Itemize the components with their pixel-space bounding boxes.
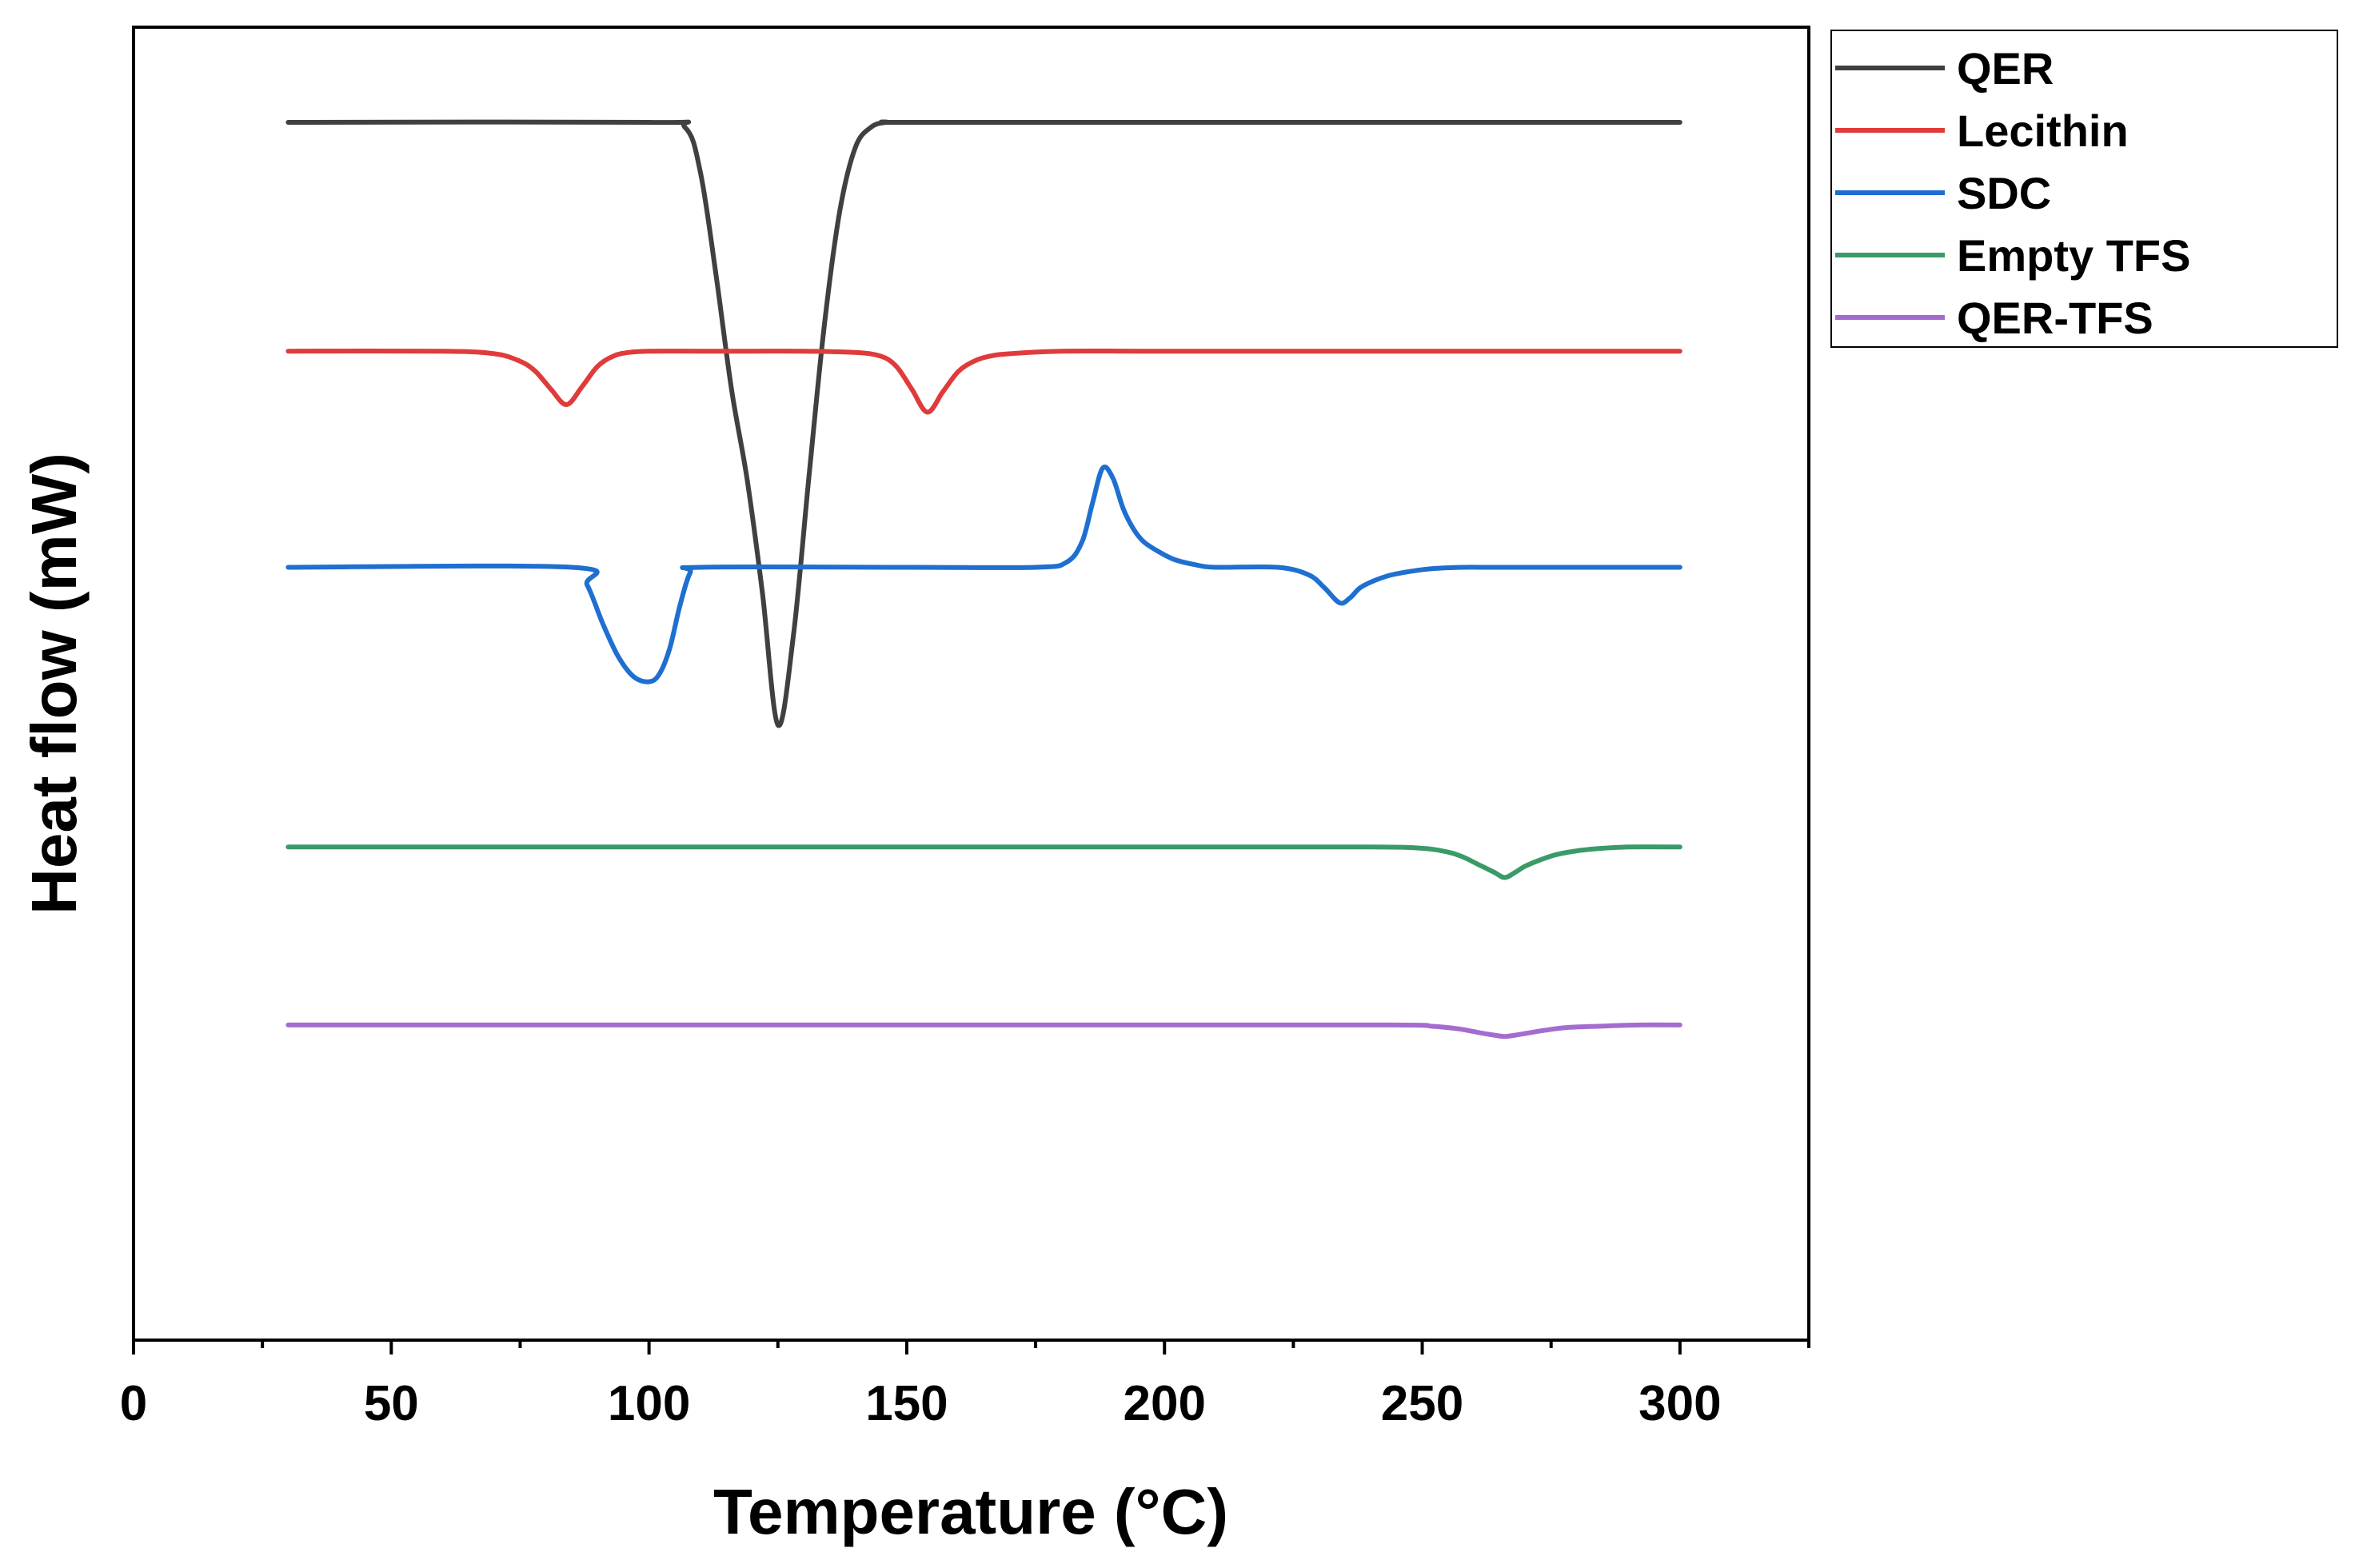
series-line-empty-tfs	[285, 844, 1682, 880]
legend-frame	[1830, 30, 2338, 348]
series-line-sdc	[285, 465, 1682, 684]
legend-label: SDC	[1957, 168, 2051, 218]
plot-area-frame	[132, 26, 1810, 1342]
x-axis-tick-labels: 0 50 100 150 200 250 300	[120, 1376, 1722, 1431]
legend-label: Lecithin	[1957, 106, 2129, 156]
x-axis-label: Temperature (°C)	[713, 1476, 1228, 1547]
legend-label: QER	[1957, 43, 2054, 94]
x-tick-label: 250	[1381, 1376, 1463, 1431]
y-axis-label: Heat flow (mW)	[18, 453, 90, 915]
x-tick-label: 0	[120, 1376, 147, 1431]
series-line-lecithin	[285, 348, 1682, 415]
legend: QER Lecithin SDC Empty TFS QER-TFS	[1830, 30, 2338, 348]
x-tick-label: 150	[865, 1376, 948, 1431]
series-layer	[285, 119, 1682, 1039]
x-axis-ticks	[132, 1340, 1810, 1355]
legend-label: QER-TFS	[1957, 293, 2153, 343]
legend-label: Empty TFS	[1957, 230, 2190, 281]
x-tick-label: 100	[608, 1376, 690, 1431]
x-tick-label: 200	[1124, 1376, 1206, 1431]
x-tick-label: 300	[1639, 1376, 1721, 1431]
series-line-qer-tfs	[285, 1022, 1682, 1039]
x-tick-label: 50	[364, 1376, 419, 1431]
series-line-qer	[285, 119, 1682, 728]
